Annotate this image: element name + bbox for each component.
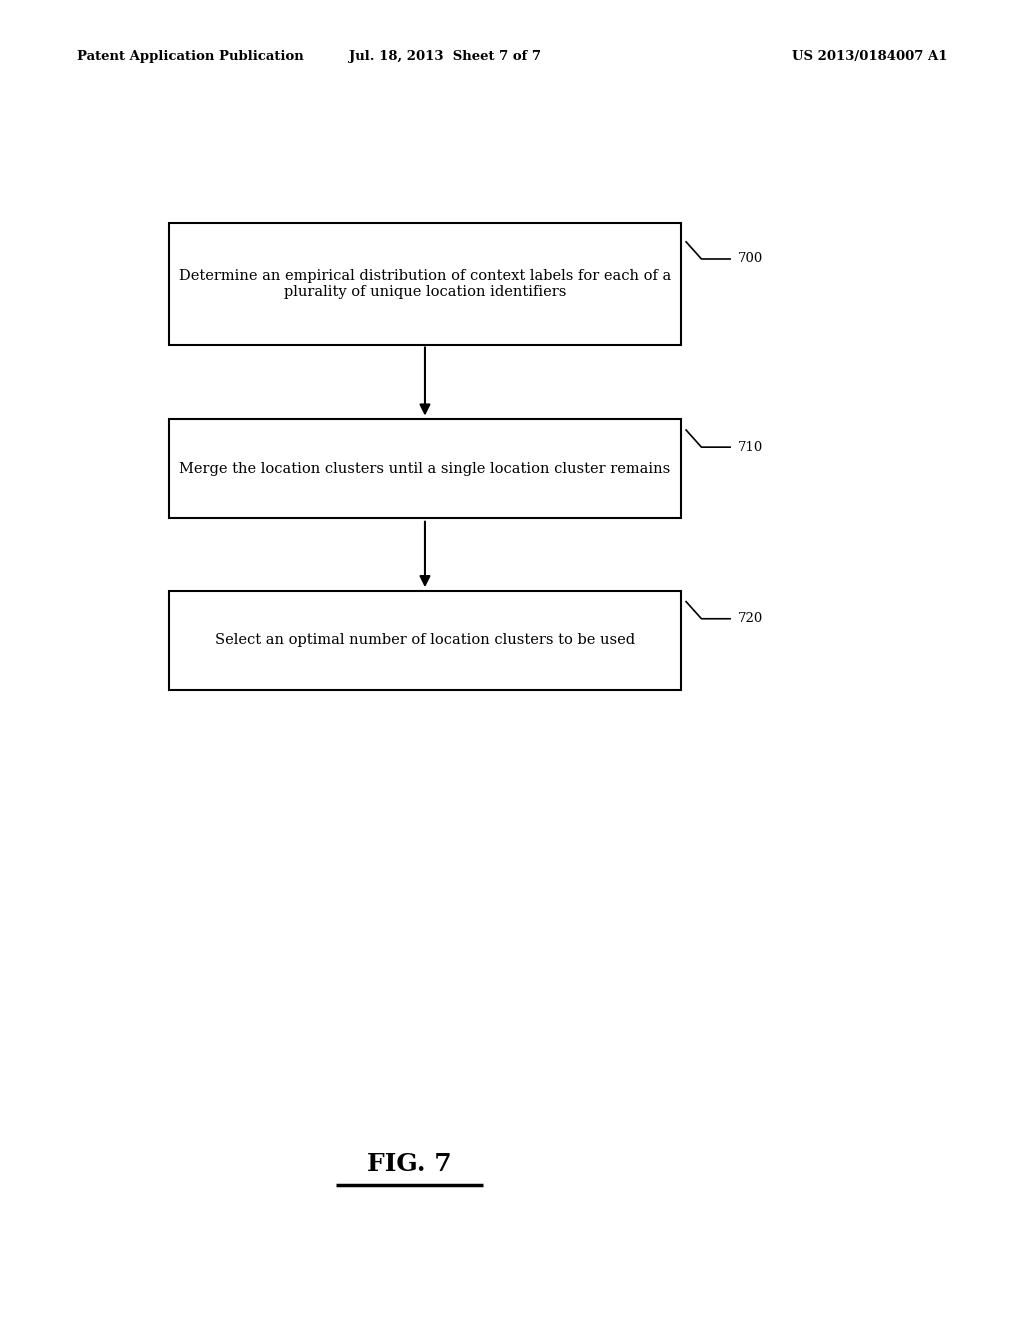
Text: US 2013/0184007 A1: US 2013/0184007 A1 xyxy=(792,50,947,63)
Text: Determine an empirical distribution of context labels for each of a
plurality of: Determine an empirical distribution of c… xyxy=(179,269,671,298)
Text: FIG. 7: FIG. 7 xyxy=(368,1152,452,1176)
Text: 720: 720 xyxy=(738,612,764,626)
Bar xyxy=(169,591,681,689)
Text: Merge the location clusters until a single location cluster remains: Merge the location clusters until a sing… xyxy=(179,462,671,475)
Bar xyxy=(169,418,681,517)
Text: 700: 700 xyxy=(738,252,764,265)
Text: Patent Application Publication: Patent Application Publication xyxy=(77,50,303,63)
Text: Select an optimal number of location clusters to be used: Select an optimal number of location clu… xyxy=(215,634,635,647)
Bar xyxy=(169,223,681,345)
Text: 710: 710 xyxy=(738,441,764,454)
Text: Jul. 18, 2013  Sheet 7 of 7: Jul. 18, 2013 Sheet 7 of 7 xyxy=(349,50,542,63)
